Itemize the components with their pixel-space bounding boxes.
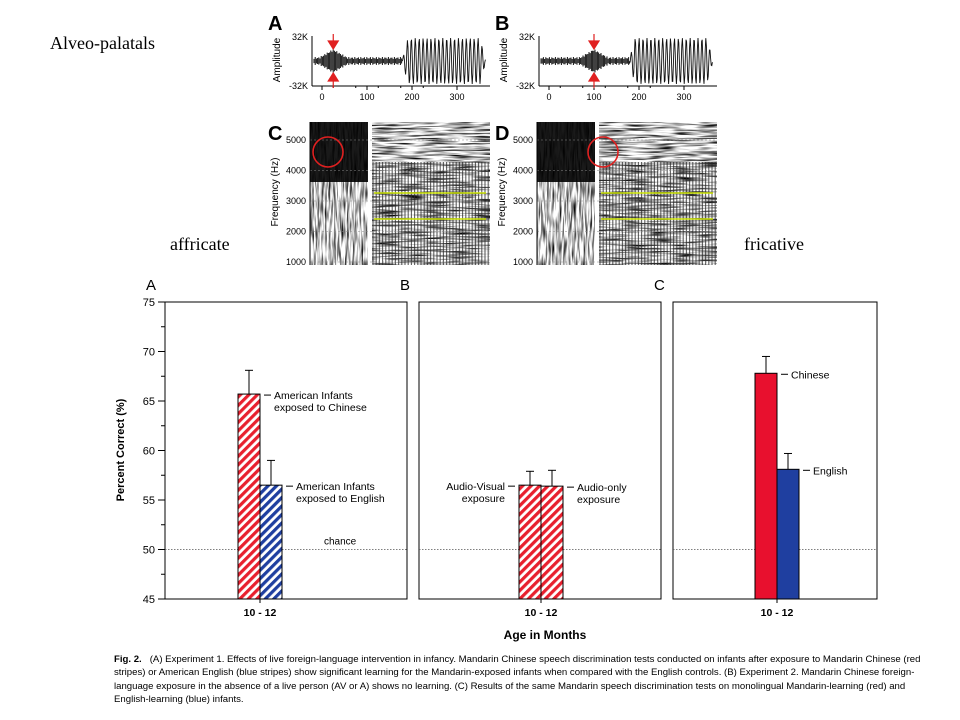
- y-tick-label: 1000: [513, 257, 533, 267]
- bar: [776, 468, 800, 600]
- y-axis-label: Frequency (Hz): [270, 158, 281, 227]
- y-tick-label: 3000: [513, 196, 533, 206]
- x-tick-label: 200: [631, 92, 646, 102]
- bar: [540, 485, 564, 600]
- x-tick-label: 300: [676, 92, 691, 102]
- x-tick-label: 100: [586, 92, 601, 102]
- y-axis-label: Amplitude: [272, 37, 283, 82]
- affricate-label: affricate: [170, 234, 230, 254]
- bar-label: American Infants: [296, 481, 375, 493]
- panel-letter: C: [654, 277, 665, 294]
- panel-letter: B: [400, 277, 410, 294]
- spectrogram-panel-d: D Frequency (Hz) 5000 4000 3000 2000 1000: [495, 122, 717, 267]
- highlight-circle: [312, 136, 344, 168]
- panel-letter: A: [268, 13, 282, 35]
- x-tick-label: 0: [546, 92, 551, 102]
- percent-correct-chart: Percent Correct (%) 45 50 55 60 65 70 75 Achance…: [115, 277, 878, 642]
- panel-letter: B: [495, 13, 509, 35]
- frication-texture: [310, 122, 368, 265]
- glottal-striations: [372, 162, 489, 265]
- y-tick-label: 5000: [513, 135, 533, 145]
- panel-frame: [164, 301, 408, 600]
- chance-label: chance: [324, 537, 357, 548]
- x-tick-label: 200: [404, 92, 419, 102]
- y-tick-label: 4000: [286, 166, 306, 176]
- burst-marker-bottom: [327, 71, 340, 88]
- noise-waveform: [540, 49, 630, 73]
- bar-label: American Infants: [274, 390, 353, 402]
- bar: [754, 372, 778, 600]
- x-tick-label: 300: [449, 92, 464, 102]
- x-tick-label: 100: [359, 92, 374, 102]
- x-axis-label: Age in Months: [504, 628, 587, 642]
- x-tick-label: 10 - 12: [761, 607, 794, 619]
- bar-label: exposure: [577, 494, 620, 506]
- y-tick-label: 1000: [286, 257, 306, 267]
- burst-marker-top: [587, 34, 601, 51]
- highlight-circle: [587, 136, 619, 168]
- y-tick-label: 70: [143, 347, 155, 359]
- slide-title: Alveo-palatals: [50, 33, 155, 53]
- panel-letter: A: [146, 277, 156, 294]
- waveform-panel-b: B Amplitude 32K -32K 0 100 200 300: [495, 13, 717, 102]
- glottal-striations: [599, 162, 716, 265]
- figure-caption: Fig. 2. (A) Experiment 1. Effects of live…: [114, 653, 934, 707]
- caption-fig-label: Fig. 2.: [114, 654, 142, 665]
- y-tick-label: -32K: [516, 81, 535, 91]
- y-tick-label: 3000: [286, 196, 306, 206]
- y-tick-label: 45: [143, 594, 155, 606]
- bar-label: exposure: [462, 493, 505, 505]
- y-tick-label: 2000: [286, 227, 306, 237]
- y-tick-label: 32K: [519, 32, 535, 42]
- bar-label: Chinese: [791, 369, 830, 381]
- y-tick-label: 2000: [513, 227, 533, 237]
- y-axis-label: Frequency (Hz): [497, 158, 508, 227]
- acoustic-figure: A Amplitude 32K -32K 0 100 200 300 B Amplitude 32K…: [268, 13, 717, 267]
- y-tick-label: -32K: [289, 81, 308, 91]
- noise-waveform: [313, 49, 403, 73]
- x-tick-label: 10 - 12: [244, 607, 277, 619]
- x-tick-label: 10 - 12: [525, 607, 558, 619]
- fricative-label: fricative: [744, 234, 804, 254]
- bar-label: Audio-only: [577, 482, 627, 494]
- y-tick-label: 50: [143, 545, 155, 557]
- frication-texture: [537, 122, 595, 265]
- chart-panel-b: BAudio-VisualexposureAudio-onlyexposure1…: [400, 277, 662, 619]
- y-tick-label: 65: [143, 396, 155, 408]
- panel-letter: C: [268, 123, 282, 145]
- burst-marker-bottom: [587, 71, 601, 88]
- y-tick-label: 32K: [292, 32, 308, 42]
- y-tick-label: 55: [143, 495, 155, 507]
- bar-label: Audio-Visual: [446, 481, 505, 493]
- panel-letter: D: [495, 123, 509, 145]
- waveform-panel-a: A Amplitude 32K -32K 0 100 200 300: [268, 13, 490, 102]
- bar-label: English: [813, 465, 848, 477]
- y-tick-label: 4000: [513, 166, 533, 176]
- bar: [259, 484, 283, 600]
- bar-label: exposed to English: [296, 493, 385, 505]
- spectrogram-panel-c: C Frequency (Hz) 5000 4000 3000 2000 1000: [268, 122, 490, 267]
- y-tick-label: 60: [143, 446, 155, 458]
- y-axis-label: Amplitude: [499, 37, 510, 82]
- bar: [518, 484, 542, 600]
- caption-text: (A) Experiment 1. Effects of live foreig…: [114, 654, 921, 706]
- y-tick-label: 75: [143, 297, 155, 309]
- chart-panel-c: C Chinese English 10 - 12: [654, 277, 878, 619]
- burst-marker-top: [327, 34, 340, 51]
- y-tick-label: 5000: [286, 135, 306, 145]
- voiced-waveform: [401, 37, 486, 85]
- y-axis-label: Percent Correct (%): [115, 398, 127, 501]
- x-tick-label: 0: [319, 92, 324, 102]
- voiced-waveform: [628, 37, 713, 85]
- bar-label: exposed to Chinese: [274, 402, 367, 414]
- bar: [237, 393, 261, 600]
